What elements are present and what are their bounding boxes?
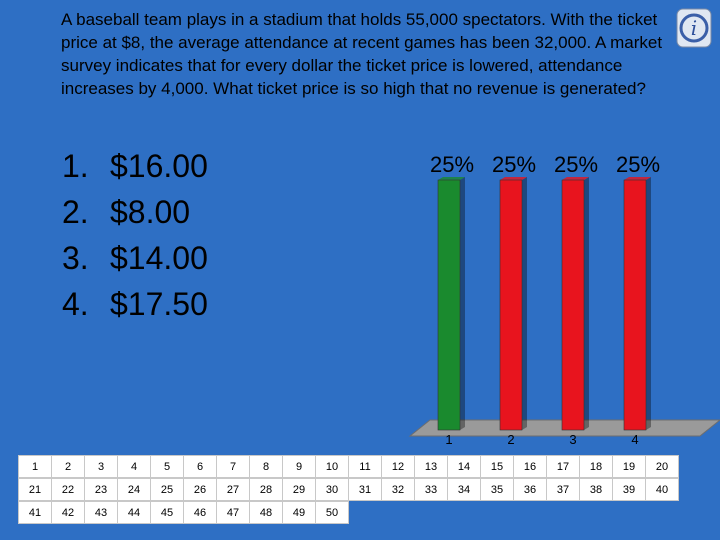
bar-side bbox=[646, 177, 651, 430]
keypad-cell[interactable]: 40 bbox=[645, 478, 679, 501]
keypad-cell[interactable]: 17 bbox=[546, 455, 580, 478]
bar-side bbox=[460, 177, 465, 430]
keypad-cell[interactable]: 48 bbox=[249, 501, 283, 524]
bar-2 bbox=[499, 179, 523, 431]
keypad-cell[interactable]: 23 bbox=[84, 478, 118, 501]
keypad-cell[interactable]: 45 bbox=[150, 501, 184, 524]
bar-top bbox=[438, 177, 465, 180]
answer-text: $14.00 bbox=[110, 240, 208, 276]
bar-value-label: 25% bbox=[554, 152, 598, 177]
answer-option-1: 1. $16.00 bbox=[62, 143, 208, 189]
response-bar-chart: 25% 1 25% 2 25% 3 25% 4 bbox=[408, 152, 720, 447]
keypad-cell[interactable]: 43 bbox=[84, 501, 118, 524]
answer-text: $16.00 bbox=[110, 148, 208, 184]
keypad-cell[interactable]: 28 bbox=[249, 478, 283, 501]
keypad-response-grid: 1 2 3 4 5 6 7 8 9 10 11 12 13 14 15 16 17 18 19 20 21 22 23 24 2… bbox=[0, 452, 720, 540]
keypad-cell[interactable]: 18 bbox=[579, 455, 613, 478]
keypad-cell[interactable]: 15 bbox=[480, 455, 514, 478]
answer-number: 2. bbox=[62, 194, 89, 230]
keypad-cell[interactable]: 3 bbox=[84, 455, 118, 478]
bar-1 bbox=[437, 179, 461, 431]
keypad-cell[interactable]: 33 bbox=[414, 478, 448, 501]
keypad-cell[interactable]: 11 bbox=[348, 455, 382, 478]
bar-top bbox=[562, 177, 589, 180]
answer-number: 4. bbox=[62, 286, 89, 322]
keypad-cell[interactable]: 2 bbox=[51, 455, 85, 478]
keypad-cell[interactable]: 24 bbox=[117, 478, 151, 501]
keypad-cell[interactable]: 7 bbox=[216, 455, 250, 478]
keypad-cell[interactable]: 29 bbox=[282, 478, 316, 501]
keypad-cell[interactable]: 19 bbox=[612, 455, 646, 478]
bar-category-label: 2 bbox=[507, 432, 514, 447]
keypad-cell[interactable]: 35 bbox=[480, 478, 514, 501]
keypad-cell[interactable]: 10 bbox=[315, 455, 349, 478]
answer-list: 1. $16.00 2. $8.00 3. $14.00 4. $17.50 bbox=[62, 143, 208, 327]
bar-side bbox=[522, 177, 527, 430]
keypad-cell[interactable]: 16 bbox=[513, 455, 547, 478]
bar-value-label: 25% bbox=[492, 152, 536, 177]
keypad-cell[interactable]: 41 bbox=[18, 501, 52, 524]
keypad-cell[interactable]: 42 bbox=[51, 501, 85, 524]
answer-text: $8.00 bbox=[110, 194, 191, 230]
keypad-cell[interactable]: 21 bbox=[18, 478, 52, 501]
answer-option-2: 2. $8.00 bbox=[62, 189, 208, 235]
bar-3 bbox=[561, 179, 585, 431]
keypad-cell[interactable]: 36 bbox=[513, 478, 547, 501]
svg-text:i: i bbox=[691, 16, 697, 40]
keypad-cell[interactable]: 31 bbox=[348, 478, 382, 501]
keypad-cell[interactable]: 44 bbox=[117, 501, 151, 524]
bar-value-label: 25% bbox=[616, 152, 660, 177]
keypad-cell[interactable]: 39 bbox=[612, 478, 646, 501]
answer-number: 3. bbox=[62, 240, 89, 276]
keypad-cell[interactable]: 30 bbox=[315, 478, 349, 501]
keypad-cell[interactable]: 47 bbox=[216, 501, 250, 524]
keypad-cell[interactable]: 27 bbox=[216, 478, 250, 501]
question-text: A baseball team plays in a stadium that … bbox=[61, 10, 663, 98]
keypad-cell[interactable]: 5 bbox=[150, 455, 184, 478]
answer-number: 1. bbox=[62, 148, 89, 184]
bar-4 bbox=[623, 179, 647, 431]
keypad-cell[interactable]: 32 bbox=[381, 478, 415, 501]
answer-option-4: 4. $17.50 bbox=[62, 281, 208, 327]
answer-option-3: 3. $14.00 bbox=[62, 235, 208, 281]
bar-category-label: 3 bbox=[569, 432, 576, 447]
keypad-cell[interactable]: 4 bbox=[117, 455, 151, 478]
keypad-cell[interactable]: 46 bbox=[183, 501, 217, 524]
turningpoint-logo-icon: i bbox=[676, 8, 712, 48]
keypad-cell[interactable]: 9 bbox=[282, 455, 316, 478]
keypad-cell[interactable]: 12 bbox=[381, 455, 415, 478]
keypad-cell[interactable]: 8 bbox=[249, 455, 283, 478]
bar-value-label: 25% bbox=[430, 152, 474, 177]
answer-text: $17.50 bbox=[110, 286, 208, 322]
bar-top bbox=[624, 177, 651, 180]
keypad-cell[interactable]: 20 bbox=[645, 455, 679, 478]
keypad-cell[interactable]: 49 bbox=[282, 501, 316, 524]
keypad-cell[interactable]: 34 bbox=[447, 478, 481, 501]
keypad-cell[interactable]: 13 bbox=[414, 455, 448, 478]
keypad-cell[interactable]: 50 bbox=[315, 501, 349, 524]
bar-top bbox=[500, 177, 527, 180]
keypad-cell[interactable]: 1 bbox=[18, 455, 52, 478]
keypad-cell[interactable]: 38 bbox=[579, 478, 613, 501]
keypad-cell[interactable]: 26 bbox=[183, 478, 217, 501]
bar-category-label: 4 bbox=[631, 432, 638, 447]
bar-category-label: 1 bbox=[445, 432, 452, 447]
keypad-cell[interactable]: 37 bbox=[546, 478, 580, 501]
keypad-cell[interactable]: 22 bbox=[51, 478, 85, 501]
bar-side bbox=[584, 177, 589, 430]
keypad-cell[interactable]: 6 bbox=[183, 455, 217, 478]
keypad-cell[interactable]: 25 bbox=[150, 478, 184, 501]
keypad-cell[interactable]: 14 bbox=[447, 455, 481, 478]
